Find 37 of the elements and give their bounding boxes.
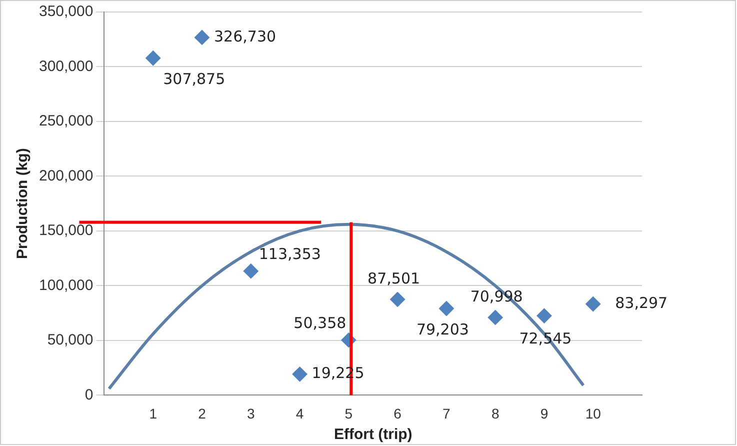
point: [586, 296, 601, 312]
data-label: 50,358: [294, 314, 346, 332]
x-tick-label: 6: [394, 405, 402, 422]
x-tick-label: 9: [540, 405, 548, 422]
point: [194, 30, 210, 45]
y-tick-label: 0: [84, 386, 94, 404]
point: [536, 308, 552, 324]
x-tick-label: 4: [296, 405, 304, 422]
y-tick-label: 350,000: [38, 3, 94, 20]
point: [488, 310, 503, 325]
data-label: 87,501: [368, 269, 420, 288]
y-axis-title: Production (kg): [14, 148, 32, 260]
y-tick-label: 200,000: [38, 167, 94, 184]
x-tick-label: 3: [246, 405, 255, 422]
y-tick-label: 100,000: [38, 276, 94, 294]
x-axis-title: Effort (trip): [334, 426, 412, 444]
point: [292, 366, 308, 382]
data-label: 307,875: [163, 70, 226, 88]
point: [243, 264, 258, 279]
y-tick-label: 250,000: [38, 112, 94, 130]
line-series: [108, 222, 585, 390]
data-label: 79,203: [416, 320, 469, 338]
point: [146, 50, 161, 66]
x-tick-label: 7: [442, 405, 451, 422]
x-tick-label: 10: [585, 405, 602, 422]
x-tick-label: 5: [344, 405, 353, 422]
x-tick-label: 2: [198, 405, 206, 422]
x-tick-label: 8: [491, 405, 500, 422]
data-label: 83,297: [615, 294, 668, 312]
y-tick-label: 50,000: [47, 332, 94, 349]
y-tick-label: 150,000: [38, 222, 94, 240]
point: [438, 300, 454, 316]
y-tick-label: 300,000: [38, 58, 94, 75]
data-label: 113,353: [258, 244, 321, 263]
data-label: 326,730: [214, 27, 276, 46]
point: [390, 292, 406, 307]
x-tick-label: 1: [149, 405, 158, 422]
